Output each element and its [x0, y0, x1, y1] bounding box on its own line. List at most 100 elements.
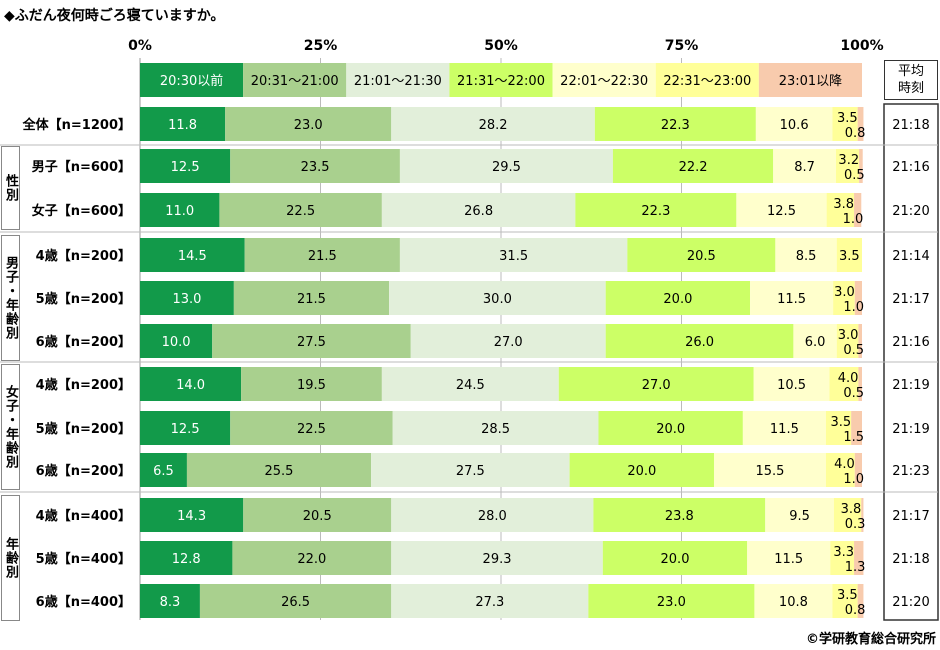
- bar-segment: [569, 453, 714, 487]
- data-label: 20.5: [303, 509, 332, 524]
- bar-segment: [832, 107, 858, 141]
- legend-label: 20:31～21:00: [251, 74, 339, 89]
- bar-segment: [833, 281, 855, 315]
- legend-label: 23:01以降: [779, 74, 842, 89]
- bar-segment: [825, 453, 855, 487]
- data-label: 20.5: [687, 249, 716, 264]
- bar-segment: [594, 107, 756, 141]
- bar-segment: [140, 149, 231, 183]
- bar-segment: [140, 107, 226, 141]
- bar-segment: [381, 193, 576, 227]
- bar-segment: [140, 498, 244, 532]
- bar-segment: [858, 367, 862, 401]
- data-label: 12.5: [171, 422, 200, 437]
- bar-segment: [742, 411, 826, 445]
- data-label: 3.5: [837, 111, 858, 126]
- bar-segment: [598, 411, 743, 445]
- bar-segment: [230, 411, 393, 445]
- bar-segment: [391, 498, 594, 532]
- bar-segment: [593, 498, 766, 532]
- data-label: 30.0: [483, 292, 512, 307]
- data-label: 0.8: [845, 126, 866, 141]
- data-label: 3.5: [830, 415, 851, 430]
- bar-segment: [825, 411, 852, 445]
- legend-label: 22:01～22:30: [560, 74, 648, 89]
- data-label: 22.3: [661, 118, 690, 133]
- data-label: 20.0: [661, 552, 690, 567]
- bar-segment: [627, 238, 776, 272]
- data-label: 29.5: [492, 160, 521, 175]
- bar-segment: [140, 367, 242, 401]
- data-label: 1.3: [845, 560, 866, 575]
- bar-segment: [392, 411, 599, 445]
- bar-segment: [391, 107, 595, 141]
- data-label: 3.8: [833, 197, 854, 212]
- bar-segment: [755, 107, 833, 141]
- legend-swatch: [655, 63, 759, 97]
- data-label: 3.0: [834, 285, 855, 300]
- row-label: 6歳【n=400】: [36, 594, 131, 610]
- data-label: 29.3: [483, 552, 512, 567]
- data-label: 28.2: [479, 118, 508, 133]
- data-label: 25.5: [265, 464, 294, 479]
- data-label: 14.3: [177, 509, 206, 524]
- data-label: 0.5: [843, 343, 864, 358]
- data-label: 27.5: [297, 335, 326, 350]
- data-label: 3.0: [838, 328, 859, 343]
- bar-segment: [575, 193, 737, 227]
- data-label: 31.5: [499, 249, 528, 264]
- row-label: 5歳【n=200】: [36, 421, 131, 437]
- bar-segment: [836, 238, 862, 272]
- average-time: 21:17: [892, 509, 929, 524]
- row-label: 全体【n=1200】: [22, 117, 131, 133]
- data-label: 4.0: [838, 371, 859, 386]
- data-label: 23.5: [301, 160, 330, 175]
- data-label: 3.5: [839, 249, 860, 264]
- data-label: 12.8: [172, 552, 201, 567]
- data-label: 8.3: [160, 595, 181, 610]
- bar-segment: [602, 541, 748, 575]
- data-label: 23.8: [665, 509, 694, 524]
- bar-segment: [605, 281, 751, 315]
- x-tick-label: 75%: [665, 38, 699, 54]
- bar-segment: [391, 541, 603, 575]
- data-label: 3.5: [837, 588, 858, 603]
- data-label: 10.0: [162, 335, 191, 350]
- data-label: 11.5: [774, 552, 803, 567]
- legend-swatch: [243, 63, 347, 97]
- source-credit: ©学研教育総合研究所: [806, 631, 936, 647]
- data-label: 8.7: [794, 160, 815, 175]
- avg-header-box: 平均時刻: [884, 60, 938, 100]
- average-time: 21:19: [892, 422, 929, 437]
- data-label: 1.0: [843, 300, 864, 315]
- bar-segment: [793, 324, 837, 358]
- data-label: 13.0: [172, 292, 201, 307]
- bar-segment: [244, 238, 400, 272]
- average-time: 21:18: [892, 118, 929, 133]
- bar-segment: [836, 324, 859, 358]
- data-label: 20.0: [627, 464, 656, 479]
- data-label: 12.5: [767, 204, 796, 219]
- bar-segment: [713, 453, 826, 487]
- data-label: 0.5: [843, 386, 864, 401]
- bar-segment: [140, 541, 233, 575]
- data-label: 22.5: [297, 422, 326, 437]
- data-label: 3.3: [833, 545, 854, 560]
- data-label: 23.0: [657, 595, 686, 610]
- legend-swatch: [140, 63, 244, 97]
- bar-segment: [225, 107, 392, 141]
- bar-segment: [399, 238, 628, 272]
- x-tick-label: 50%: [484, 38, 518, 54]
- bar-segment: [826, 193, 855, 227]
- data-label: 24.5: [456, 378, 485, 393]
- row-label: 5歳【n=200】: [36, 291, 131, 307]
- data-label: 26.5: [281, 595, 310, 610]
- bar-segment: [381, 367, 559, 401]
- data-label: 0.8: [845, 603, 866, 618]
- group-label-box: 女子・年齢別: [1, 364, 20, 490]
- bar-segment: [140, 193, 220, 227]
- bar-segment: [854, 541, 864, 575]
- data-label: 4.0: [834, 457, 855, 472]
- data-label: 26.8: [464, 204, 493, 219]
